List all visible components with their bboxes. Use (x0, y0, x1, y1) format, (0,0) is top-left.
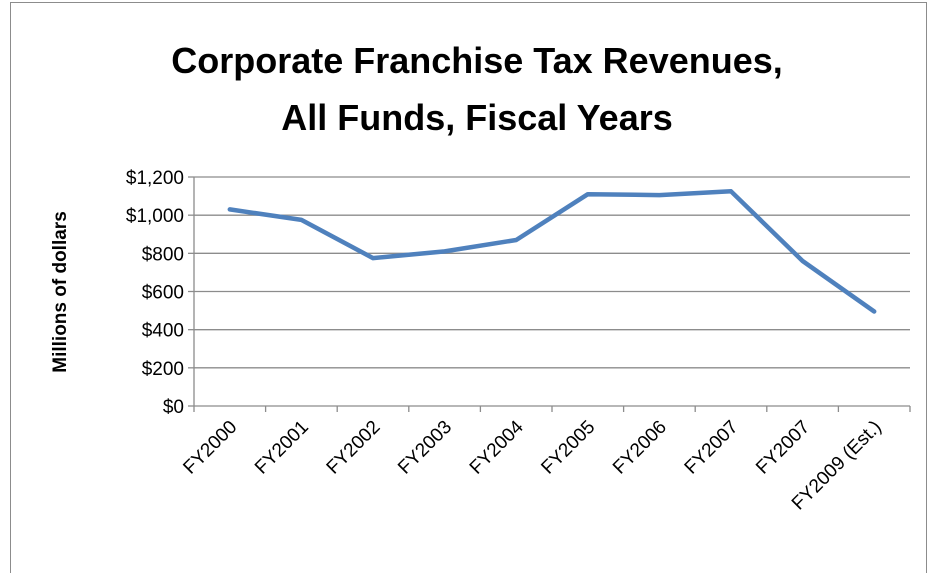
x-tick-label: FY2006 (609, 417, 671, 479)
y-tick-label: $1,000 (126, 206, 184, 227)
x-tick-label: FY2003 (394, 417, 456, 479)
x-tick-label: FY2007 (752, 417, 814, 479)
x-tick-label: FY2007 (681, 417, 743, 479)
series-line (230, 191, 874, 311)
x-tick-label: FY2002 (323, 417, 385, 479)
y-tick-labels: $0 $200 $400 $600 $800 $1,000 $1,200 (126, 168, 184, 418)
x-tick-label: FY2001 (251, 417, 313, 479)
y-tick-label: $600 (142, 283, 184, 304)
series-layer (230, 191, 875, 311)
gridlines (188, 177, 910, 412)
line-chart: Corporate Franchise Tax Revenues, All Fu… (11, 3, 928, 574)
x-tick-label: FY2005 (537, 417, 599, 479)
chart-frame: Corporate Franchise Tax Revenues, All Fu… (10, 2, 927, 573)
y-tick-label: $800 (142, 244, 184, 265)
y-tick-label: $1,200 (126, 168, 184, 189)
y-tick-label: $0 (163, 397, 184, 418)
y-axis-label: Millions of dollars (50, 211, 71, 373)
y-tick-label: $400 (142, 321, 184, 342)
chart-title-line-2: All Funds, Fiscal Years (281, 97, 673, 138)
chart-title-line-1: Corporate Franchise Tax Revenues, (171, 40, 783, 81)
y-tick-label: $200 (142, 359, 184, 380)
x-tick-label: FY2000 (179, 417, 241, 479)
x-tick-label: FY2004 (466, 416, 528, 478)
